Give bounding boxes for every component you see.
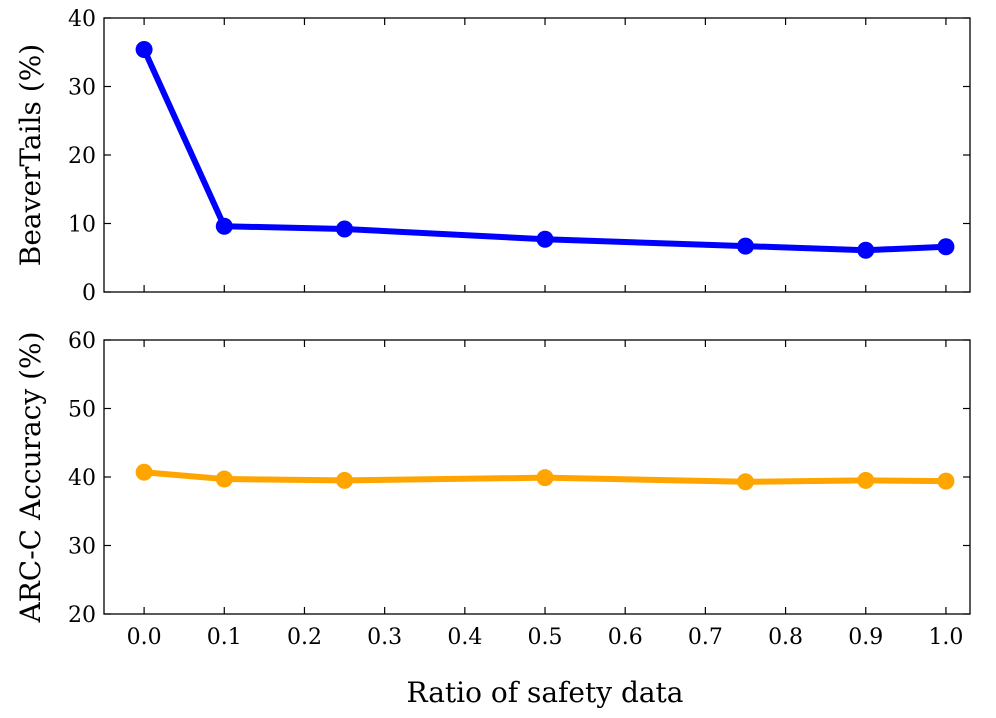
y-tick-label: 60	[68, 329, 96, 354]
beavertails-panel: 0 10 20 30 40 BeaverTails (%)	[14, 7, 971, 306]
y-tick-label: 10	[68, 213, 96, 238]
y-tick-label: 40	[68, 7, 96, 32]
arc-c-data-point	[536, 469, 554, 487]
x-tick-label: 0.3	[367, 625, 402, 650]
x-tick-label: 0.8	[768, 625, 803, 650]
beavertails-data-point	[937, 238, 955, 256]
arc-c-data-point	[736, 473, 754, 491]
y-tick-label: 40	[68, 466, 96, 491]
x-tick-label: 0.9	[848, 625, 883, 650]
x-tick-label: 0.5	[528, 625, 563, 650]
x-tick-label: 0.7	[688, 625, 723, 650]
beavertails-data-point	[536, 230, 554, 248]
x-tick-label: 0.1	[207, 625, 242, 650]
x-tick-label: 1.0	[928, 625, 963, 650]
arc-c-panel: 0.0 0.1 0.2 0.3 0.4 0.5 0.6 0.7 0.8 0.9 1.0 20 30 40 5…	[14, 329, 971, 650]
beavertails-data-point	[857, 241, 875, 259]
y-tick-label: 30	[68, 76, 96, 101]
arc-c-data-point	[937, 472, 955, 490]
arc-c-y-axis-label: ARC-C Accuracy (%)	[14, 331, 47, 623]
y-tick-label: 20	[68, 144, 96, 169]
y-tick-label: 20	[68, 603, 96, 628]
x-tick-label: 0.2	[287, 625, 322, 650]
y-tick-label: 50	[68, 398, 96, 423]
x-tick-label: 0.6	[608, 625, 643, 650]
beavertails-y-axis-label: BeaverTails (%)	[14, 44, 47, 266]
x-axis-label: Ratio of safety data	[406, 676, 683, 709]
arc-c-data-point	[336, 471, 354, 489]
arc-c-data-point	[135, 463, 153, 481]
arc-c-data-point	[857, 471, 875, 489]
beavertails-data-point	[215, 217, 233, 235]
beavertails-data-point	[736, 237, 754, 255]
x-tick-label: 0.4	[447, 625, 482, 650]
beavertails-series-line	[141, 46, 949, 254]
beavertails-data-point	[336, 220, 354, 238]
y-tick-label: 0	[82, 281, 96, 306]
beavertails-data-point	[135, 41, 153, 59]
arc-c-data-point	[215, 470, 233, 488]
x-tick-label: 0.0	[127, 625, 162, 650]
y-tick-label: 30	[68, 535, 96, 560]
